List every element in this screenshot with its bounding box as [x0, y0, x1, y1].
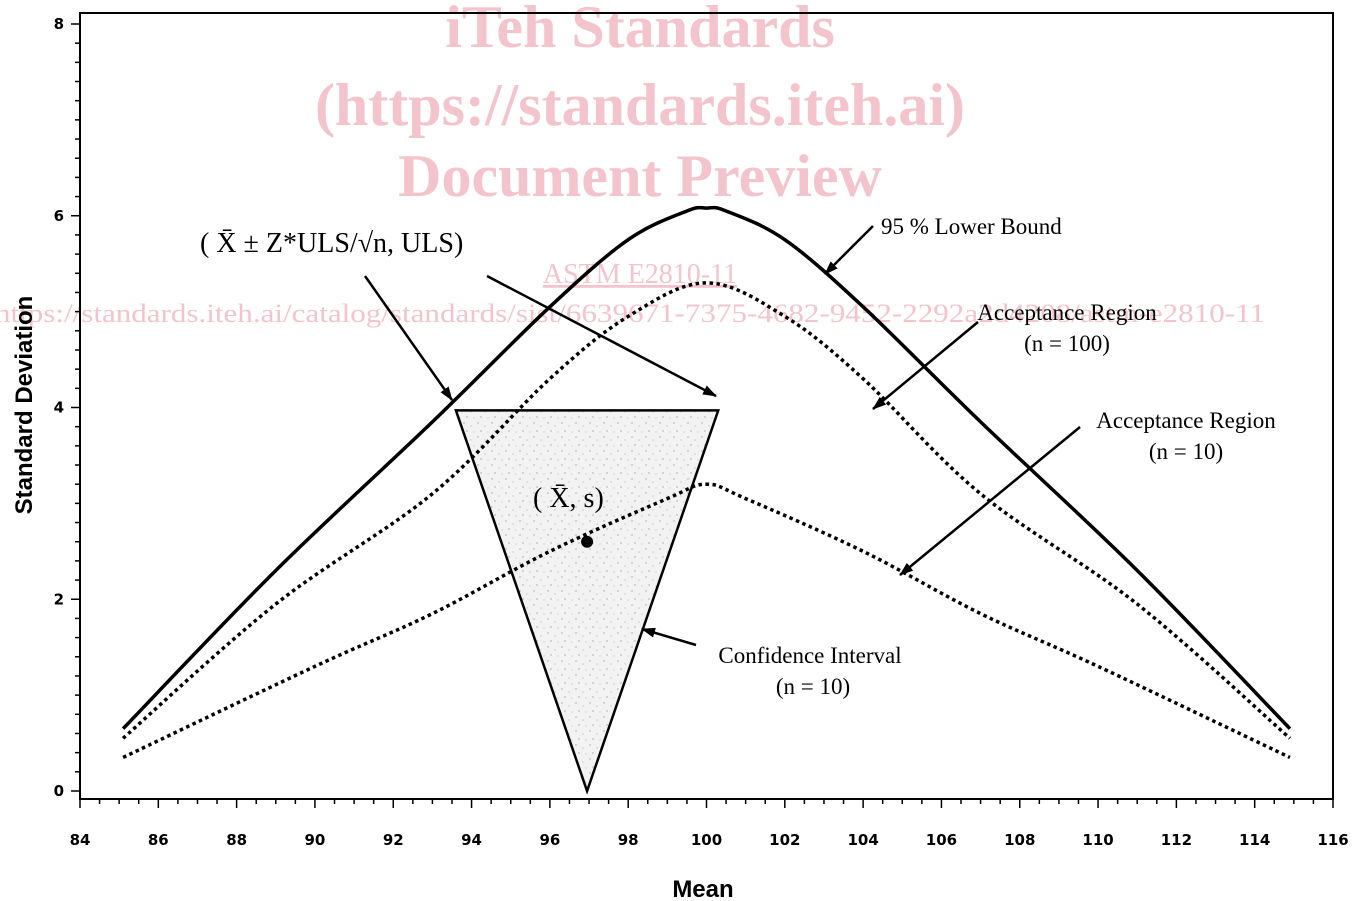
- x-tick-label: 114: [1239, 831, 1270, 849]
- x-tick-label: 86: [148, 831, 169, 849]
- arrow-lower-bound: [824, 225, 874, 275]
- acceptance-10-label: Acceptance Region: [1096, 408, 1276, 433]
- uls-label: ( X̄ ± Z*ULS/√n, ULS): [200, 228, 463, 259]
- x-axis-title: Mean: [672, 876, 733, 901]
- x-tick-label: 98: [618, 831, 639, 849]
- watermark-line2: (https://standards.iteh.ai): [315, 72, 965, 138]
- confidence-interval-n: (n = 10): [776, 674, 850, 699]
- watermark-line3: Document Preview: [398, 143, 882, 209]
- y-axis-title: Standard Deviation: [11, 296, 38, 515]
- acceptance-10-n: (n = 10): [1149, 439, 1223, 464]
- x-tick-label: 102: [769, 831, 800, 849]
- series-layer: [121, 205, 1292, 760]
- x-tick-label: 88: [226, 831, 247, 849]
- annotation-arrows: [363, 225, 1081, 647]
- lower-bound-label: 95 % Lower Bound: [881, 214, 1062, 239]
- series-line-1: [121, 205, 1292, 730]
- confidence-interval-label: Confidence Interval: [718, 643, 901, 668]
- y-tick-label: 8: [54, 15, 64, 33]
- x-tick-label: 104: [847, 831, 878, 849]
- x-tick-label: 96: [539, 831, 560, 849]
- point-label: ( X̄, s): [533, 483, 604, 514]
- x-tick-label: 116: [1317, 831, 1348, 849]
- y-tick-label: 4: [54, 399, 64, 417]
- y-tick-label: 2: [54, 590, 64, 608]
- series-line-2: [121, 281, 1292, 740]
- watermark-line1: iTeh Standards: [445, 0, 835, 60]
- y-tick-label: 6: [54, 207, 64, 225]
- arrow-confidence: [641, 627, 697, 647]
- arrow-uls-left: [363, 275, 454, 401]
- x-tick-label: 100: [691, 831, 722, 849]
- arrow-acceptance-10: [899, 426, 1081, 576]
- watermark-url: https://standards.iteh.ai/catalog/standa…: [0, 299, 1265, 328]
- x-tick-label: 106: [926, 831, 957, 849]
- acceptance-100-n: (n = 100): [1024, 331, 1110, 356]
- x-tick-label: 94: [461, 831, 482, 849]
- x-tick-label: 112: [1161, 831, 1192, 849]
- arrow-acceptance-100: [872, 321, 979, 410]
- axis-ticks: [71, 23, 1334, 808]
- x-tick-label: 90: [305, 831, 326, 849]
- acceptance-100-label: Acceptance Region: [977, 300, 1157, 325]
- x-tick-label: 110: [1082, 831, 1113, 849]
- series-line-3: [122, 482, 1291, 760]
- x-tick-label: 84: [70, 831, 91, 849]
- x-tick-label: 108: [1004, 831, 1035, 849]
- sample-point: [581, 535, 594, 548]
- watermark: iTeh Standards (https://standards.iteh.a…: [0, 0, 1265, 328]
- arrow-uls-right: [486, 274, 717, 398]
- x-tick-label: 92: [383, 831, 404, 849]
- confidence-triangle: [454, 409, 720, 795]
- y-tick-label: 0: [54, 782, 64, 800]
- axis-tick-labels: 84 86 88 90 92 94 96 98 100 102 104 106 108 110 112 114…: [54, 15, 1349, 849]
